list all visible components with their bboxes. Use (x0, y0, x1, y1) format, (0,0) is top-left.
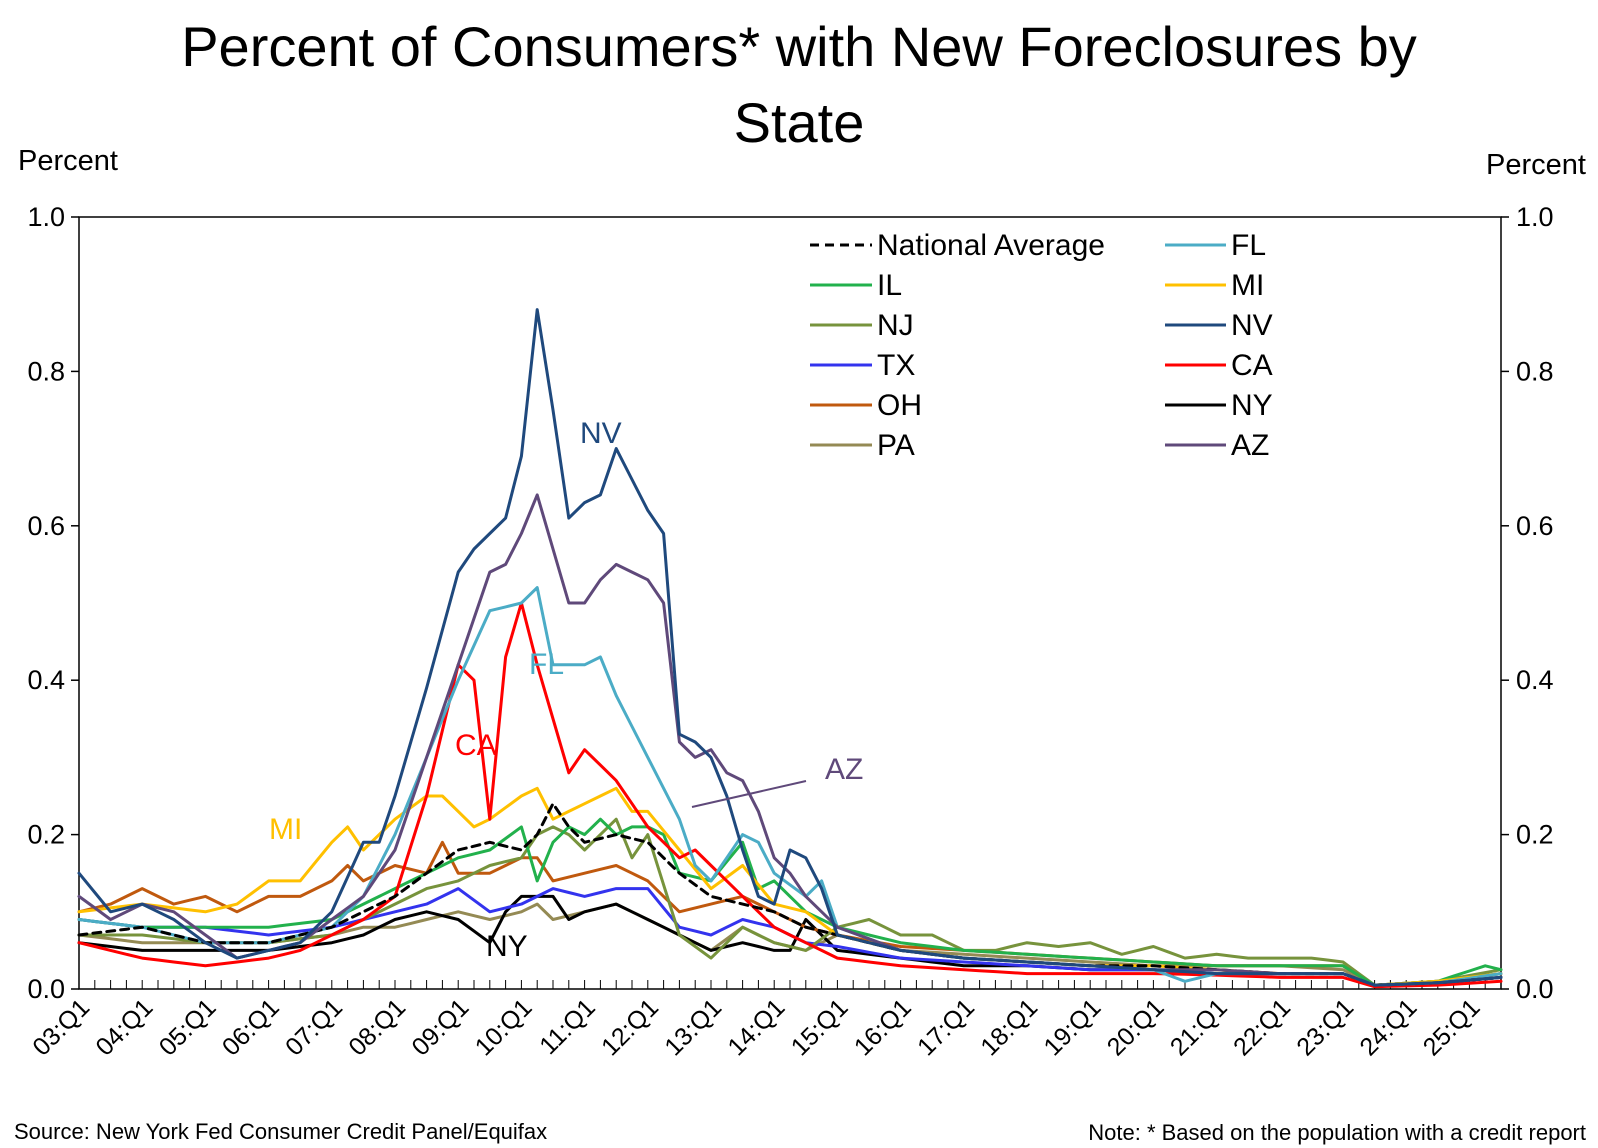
y-tick-label-left: 0.6 (27, 511, 65, 541)
x-tick-label: 05:Q1 (154, 993, 222, 1061)
x-tick-label: 12:Q1 (596, 993, 664, 1061)
y-tick-label-right: 0.0 (1516, 974, 1554, 1004)
x-tick-label: 15:Q1 (786, 993, 854, 1061)
x-tick-label: 06:Q1 (217, 993, 285, 1061)
annotation-ca: CA (455, 729, 497, 762)
x-tick-label: 19:Q1 (1038, 993, 1106, 1061)
annotation-az-pointer (691, 780, 807, 808)
annotation-mi: MI (269, 813, 302, 846)
y-tick-label-left: 0.8 (27, 356, 65, 386)
x-ticks: 03:Q104:Q105:Q106:Q107:Q108:Q109:Q110:Q1… (27, 980, 1502, 1061)
y-tick-label-right: 1.0 (1516, 202, 1554, 232)
x-tick-label: 04:Q1 (90, 993, 158, 1061)
annotation-fl: FL (529, 648, 564, 681)
legend-label-fl: FL (1231, 229, 1266, 262)
annotation-az: AZ (825, 753, 863, 786)
y-tick-label-left: 0.2 (27, 820, 65, 850)
y-axis-label-left: Percent (18, 145, 118, 177)
x-tick-label: 14:Q1 (722, 993, 790, 1061)
series-line-az (77, 493, 1503, 987)
y-ticks-left: 0.0 0.2 0.4 0.6 0.8 1.0 (27, 202, 79, 1004)
x-tick-label: 09:Q1 (406, 993, 474, 1061)
annotation-ny: NY (486, 930, 528, 963)
x-tick-label: 11:Q1 (534, 993, 601, 1060)
x-tick-label: 17:Q1 (912, 993, 980, 1061)
x-tick-label: 25:Q1 (1418, 993, 1486, 1061)
y-axis-label-right: Percent (1486, 149, 1586, 181)
x-tick-label: 08:Q1 (343, 993, 411, 1061)
legend-label-mi: MI (1231, 269, 1264, 302)
source-note: Source: New York Fed Consumer Credit Pan… (14, 1119, 547, 1144)
y-tick-label-left: 0.0 (27, 974, 65, 1004)
legend-label-il: IL (877, 269, 902, 302)
legend-label-ca: CA (1231, 349, 1273, 382)
legend: National Average IL NJ TX OH PA FL MI NV CA NY AZ (810, 229, 1273, 462)
series-line-nj (77, 817, 1503, 987)
chart-title-line1: Percent of Consumers* with New Foreclosu… (181, 15, 1417, 78)
series-line-nv (77, 308, 1503, 987)
legend-label-tx: TX (877, 349, 915, 382)
x-tick-label: 07:Q1 (280, 993, 348, 1061)
annotations: NV FL CA AZ MI NY (269, 417, 863, 963)
chart-title-line2: State (734, 91, 865, 154)
legend-label-az: AZ (1231, 429, 1269, 462)
x-tick-label: 22:Q1 (1228, 993, 1296, 1061)
y-tick-label-right: 0.8 (1516, 356, 1554, 386)
x-tick-label: 24:Q1 (1354, 993, 1422, 1061)
series-line-ca (77, 601, 1503, 989)
legend-label-oh: OH (877, 389, 922, 422)
y-tick-label-right: 0.4 (1516, 665, 1554, 695)
x-tick-label: 13:Q1 (659, 993, 727, 1061)
series-line-oh (77, 840, 1503, 987)
legend-label-pa: PA (877, 429, 915, 462)
x-tick-label: 20:Q1 (1102, 993, 1170, 1061)
legend-label-national-average: National Average (877, 229, 1105, 262)
x-tick-label: 23:Q1 (1291, 993, 1359, 1061)
legend-label-nv: NV (1231, 309, 1273, 342)
y-tick-label-right: 0.6 (1516, 511, 1554, 541)
y-tick-label-right: 0.2 (1516, 820, 1554, 850)
x-tick-label: 10:Q1 (470, 993, 538, 1061)
series-lines (77, 308, 1503, 989)
y-tick-label-left: 0.4 (27, 665, 65, 695)
annotation-nv: NV (580, 417, 622, 450)
footnote: Note: * Based on the population with a c… (1088, 1120, 1586, 1145)
y-ticks-right: 0.0 0.2 0.4 0.6 0.8 1.0 (1501, 202, 1554, 1004)
series-line-il (77, 817, 1503, 987)
x-tick-label: 21:Q1 (1165, 993, 1233, 1061)
legend-label-nj: NJ (877, 309, 914, 342)
x-tick-label: 18:Q1 (975, 993, 1043, 1061)
legend-label-ny: NY (1231, 389, 1273, 422)
y-tick-label-left: 1.0 (27, 202, 65, 232)
x-tick-label: 16:Q1 (849, 993, 917, 1061)
